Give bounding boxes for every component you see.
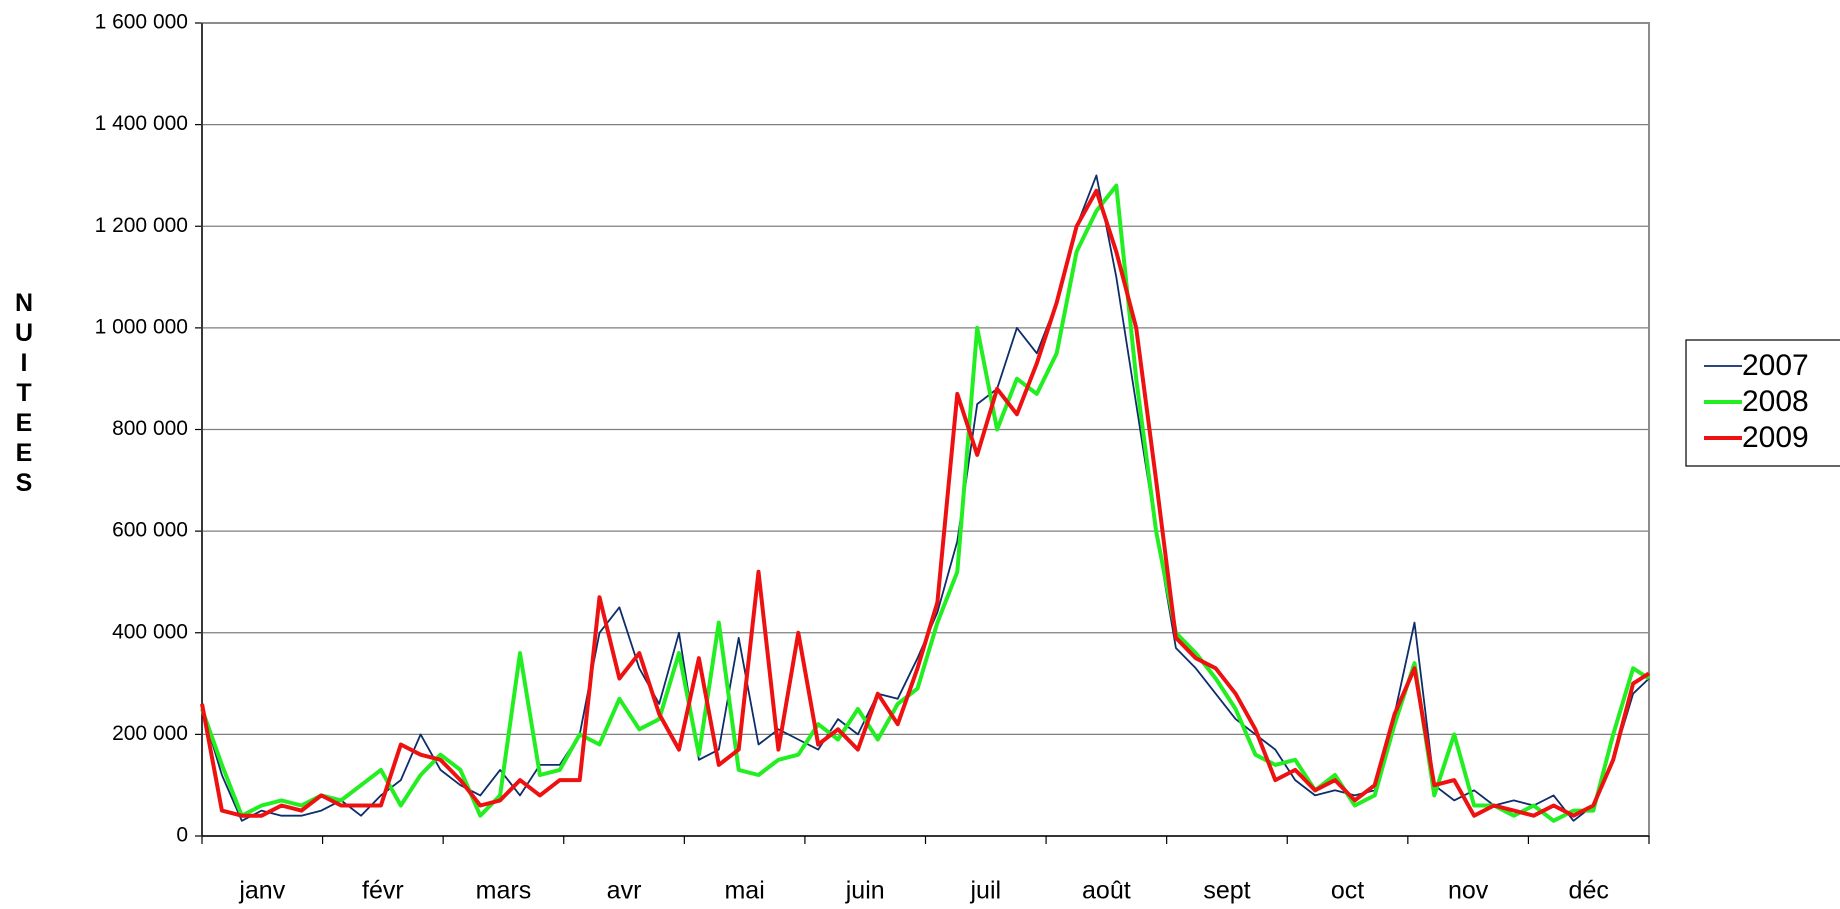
x-tick-label: août [1082, 877, 1131, 905]
y-tick-label: 1 400 000 [95, 112, 188, 135]
x-tick-label: sept [1203, 877, 1250, 905]
x-tick-label: mars [476, 877, 532, 905]
x-tick-label: avr [607, 877, 642, 905]
y-tick-label: 800 000 [112, 417, 188, 440]
legend-label: 2007 [1742, 349, 1809, 382]
x-tick-label: juin [845, 877, 885, 905]
y-tick-label: 600 000 [112, 519, 188, 542]
x-tick-label: juil [970, 877, 1002, 905]
y-tick-label: 1 200 000 [95, 214, 188, 237]
x-tick-label: févr [362, 877, 404, 905]
y-tick-label: 400 000 [112, 620, 188, 643]
x-tick-label: déc [1569, 877, 1609, 905]
y-tick-label: 1 600 000 [95, 11, 188, 34]
x-tick-label: oct [1331, 877, 1364, 905]
y-tick-label: 1 000 000 [95, 315, 188, 338]
legend-label: 2009 [1742, 421, 1809, 454]
y-tick-label: 200 000 [112, 722, 188, 745]
x-tick-label: nov [1448, 877, 1489, 905]
series-line [200, 188, 1651, 818]
x-tick-label: janv [238, 877, 285, 905]
y-tick-label: 0 [176, 824, 188, 847]
x-tick-label: mai [724, 877, 764, 905]
legend-label: 2008 [1742, 385, 1809, 418]
